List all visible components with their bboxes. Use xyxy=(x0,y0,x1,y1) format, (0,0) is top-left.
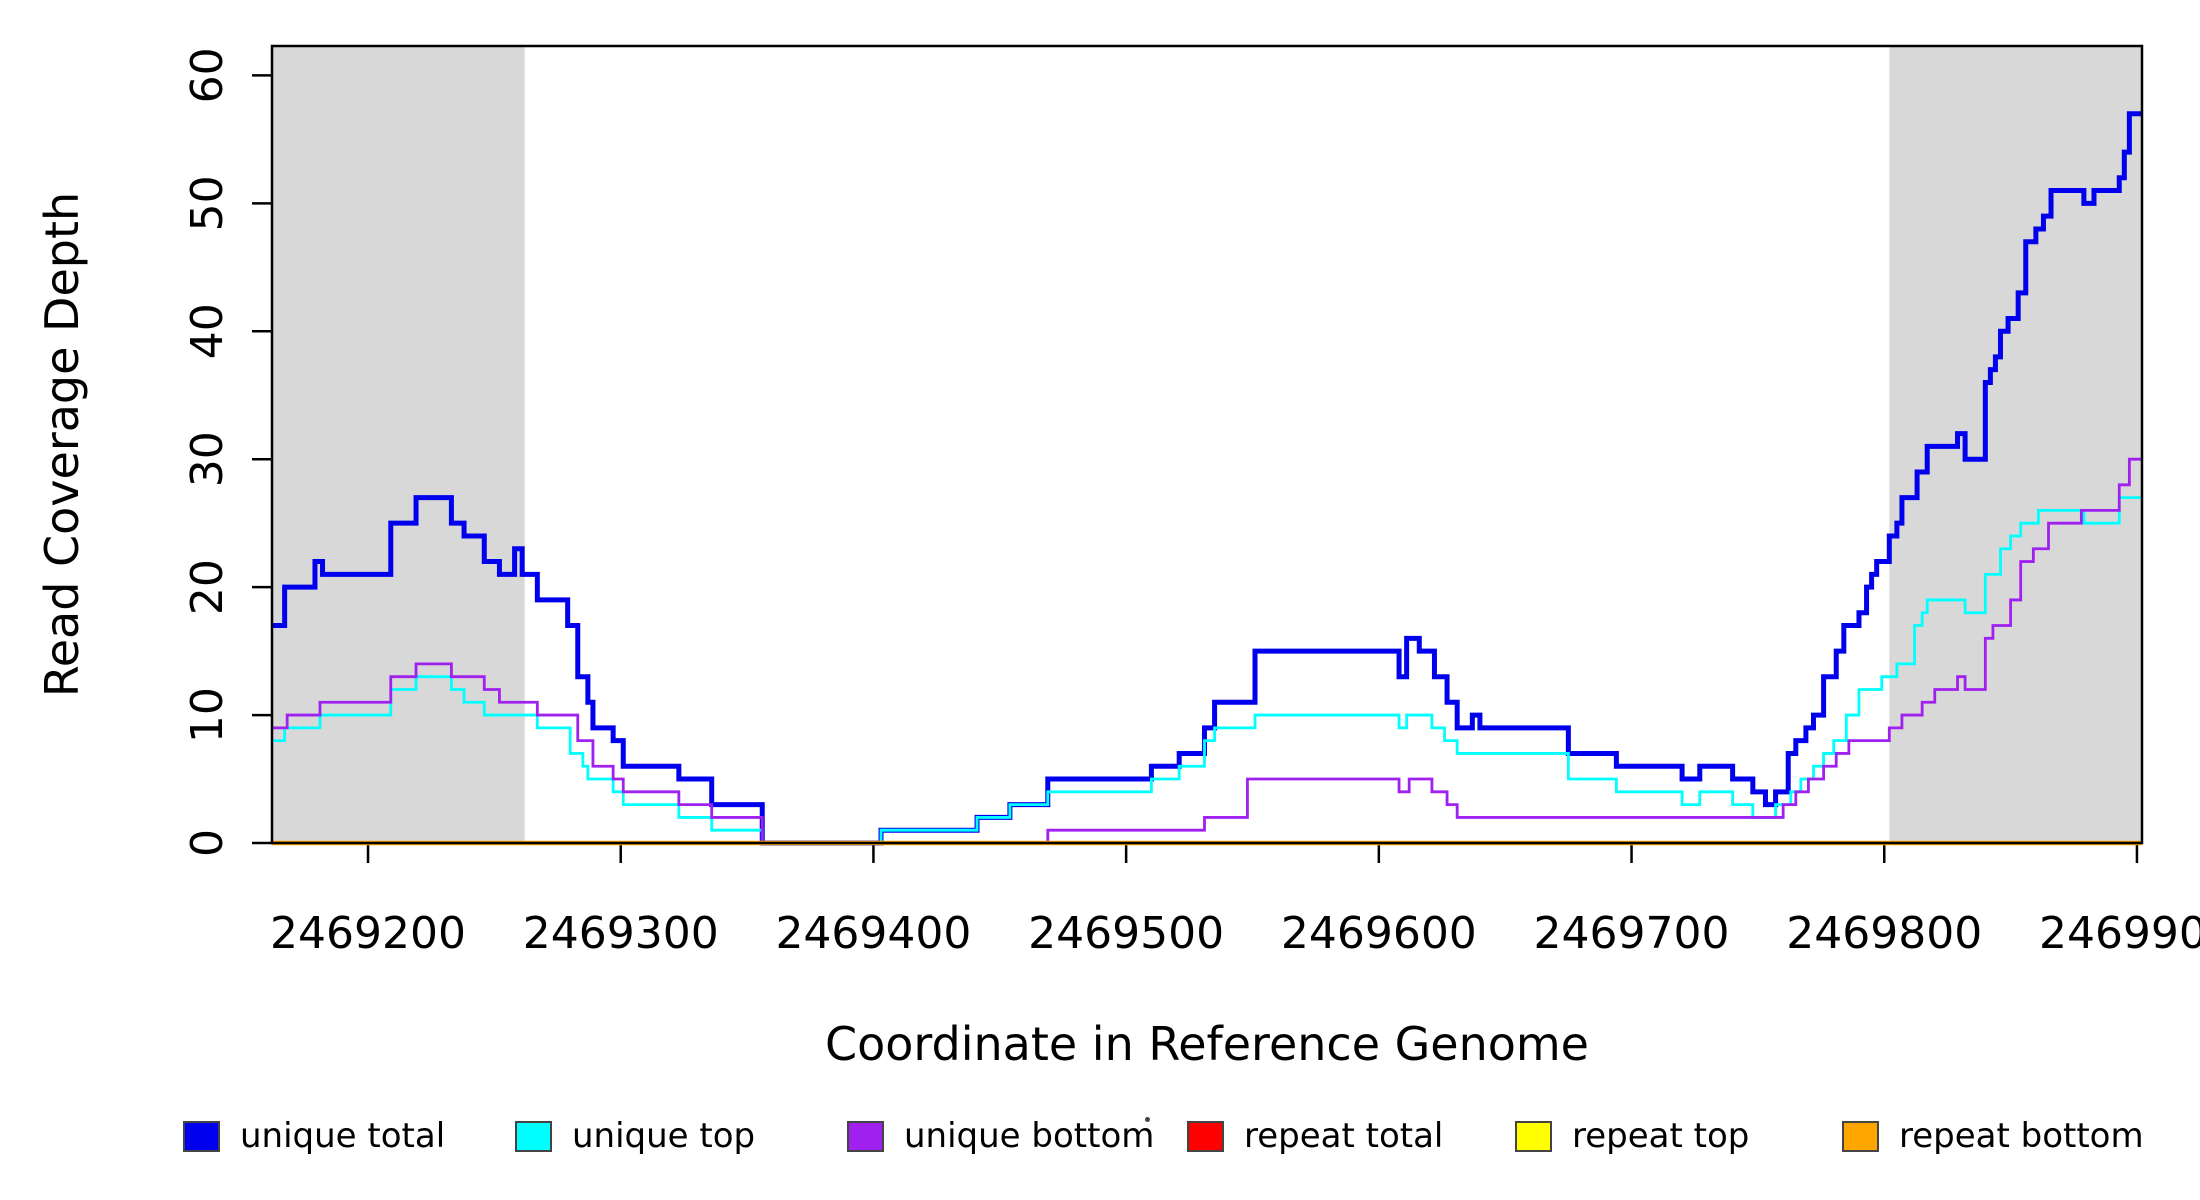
x-tick-label: 2469800 xyxy=(1786,908,1982,959)
repeat-total-swatch-icon xyxy=(1187,1120,1224,1152)
y-tick-label: 10 xyxy=(182,687,233,743)
x-tick-label: 2469600 xyxy=(1281,908,1477,959)
y-tick-label: 20 xyxy=(182,559,233,615)
x-tick-label: 2469300 xyxy=(523,908,719,959)
unique-top-swatch-icon xyxy=(515,1120,552,1152)
repeat-top-swatch-icon xyxy=(1515,1120,1552,1152)
coverage-series xyxy=(272,111,2142,846)
y-tick-label: 60 xyxy=(182,47,233,103)
x-tick-label: 2469700 xyxy=(1534,908,1730,959)
legend-label: repeat bottom xyxy=(1899,1116,2144,1156)
legend-label: repeat top xyxy=(1572,1116,1750,1156)
x-axis-title: Coordinate in Reference Genome xyxy=(825,1017,1589,1071)
repeat-bottom-swatch-icon xyxy=(1842,1120,1879,1152)
legend-label: repeat total xyxy=(1244,1116,1444,1156)
masked-regions xyxy=(272,46,2142,843)
stray-dot xyxy=(1145,1117,1150,1122)
axes: 2469200 2469300 2469400 2469500 2469600 24697… xyxy=(182,47,2200,959)
y-tick-label: 50 xyxy=(182,175,233,231)
legend-label: unique bottom xyxy=(904,1116,1155,1156)
series-unique-top xyxy=(272,496,2142,845)
legend-item-repeat-top: repeat top xyxy=(1515,1114,1749,1158)
legend-item-unique-total: unique total xyxy=(183,1114,445,1158)
x-tick-label: 2469400 xyxy=(775,908,971,959)
legend-item-unique-bottom: unique bottom xyxy=(847,1114,1154,1158)
plot-border xyxy=(270,44,2144,845)
y-tick-label: 30 xyxy=(182,431,233,487)
legend-item-unique-top: unique top xyxy=(515,1114,755,1158)
series-unique-total xyxy=(272,111,2142,846)
unique-total-swatch-icon xyxy=(183,1120,220,1152)
x-tick-label: 2469500 xyxy=(1028,908,1224,959)
masked-region xyxy=(272,46,525,843)
series-unique-bottom xyxy=(272,457,2142,845)
y-tick-label: 0 xyxy=(182,829,233,857)
x-tick-label: 2469200 xyxy=(270,908,466,959)
unique-bottom-swatch-icon xyxy=(847,1120,884,1152)
y-axis-title: Read Coverage Depth xyxy=(35,192,89,697)
legend-label: unique top xyxy=(572,1116,756,1156)
legend: unique total unique top unique bottom re… xyxy=(0,1114,2200,1174)
y-tick-label: 40 xyxy=(182,303,233,359)
legend-item-repeat-bottom: repeat bottom xyxy=(1842,1114,2144,1158)
legend-label: unique total xyxy=(240,1116,446,1156)
legend-item-repeat-total: repeat total xyxy=(1187,1114,1443,1158)
